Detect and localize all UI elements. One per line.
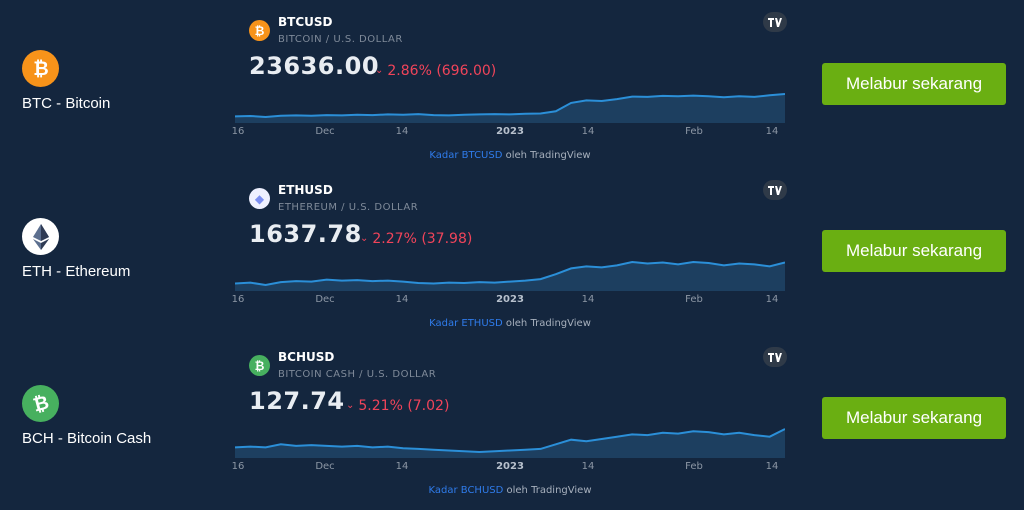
x-tick-label: 2023 bbox=[496, 294, 524, 305]
symbol-rate-link[interactable]: Kadar BCHUSD bbox=[428, 485, 504, 496]
attribution: Kadar ETHUSD oleh TradingView bbox=[230, 318, 790, 329]
x-tick-label: Feb bbox=[685, 294, 703, 305]
chart-line bbox=[235, 260, 785, 287]
invest-now-button[interactable]: Melabur sekarang bbox=[822, 397, 1006, 439]
chart-line bbox=[235, 428, 785, 454]
svg-text:₿: ₿ bbox=[31, 393, 51, 415]
x-tick-label: 2023 bbox=[496, 461, 524, 472]
x-tick-label: Dec bbox=[315, 461, 335, 472]
coin-name: BCH - Bitcoin Cash bbox=[22, 430, 152, 447]
symbol-icon: ₿ bbox=[249, 355, 270, 376]
tradingview-widget[interactable]: ₿ BCHUSD BITCOIN CASH / U.S. DOLLAR 127.… bbox=[230, 345, 790, 505]
svg-text:₿: ₿ bbox=[33, 58, 48, 80]
x-tick-label: 14 bbox=[765, 294, 779, 305]
down-arrow-icon: ⌄ bbox=[346, 400, 355, 411]
tradingview-logo-icon[interactable] bbox=[763, 180, 787, 200]
price-chart[interactable] bbox=[235, 413, 785, 458]
symbol-label: BTCUSD bbox=[278, 15, 333, 29]
x-axis: 16 Dec 14 2023 14 Feb 14 bbox=[230, 126, 790, 140]
down-arrow-icon: ⌄ bbox=[360, 233, 369, 244]
x-tick-label: 14 bbox=[395, 461, 409, 472]
x-tick-label: 14 bbox=[765, 461, 779, 472]
symbol-rate-link[interactable]: Kadar ETHUSD bbox=[429, 318, 503, 329]
bitcoin-cash-icon: ₿ bbox=[22, 385, 59, 422]
x-tick-label: 16 bbox=[231, 461, 245, 472]
x-tick-label: Feb bbox=[685, 461, 703, 472]
price-value: 23636.00 bbox=[249, 52, 380, 80]
price-change: ⌄ 5.21% (7.02) bbox=[346, 398, 449, 414]
invest-now-button[interactable]: Melabur sekarang bbox=[822, 63, 1006, 105]
change-text: 5.21% (7.02) bbox=[358, 398, 450, 414]
attribution-text: oleh TradingView bbox=[503, 485, 592, 496]
attribution: Kadar BCHUSD oleh TradingView bbox=[230, 485, 790, 496]
x-tick-label: 2023 bbox=[496, 126, 524, 137]
price-value: 127.74 bbox=[249, 387, 345, 415]
symbol-subtitle: BITCOIN / U.S. DOLLAR bbox=[278, 34, 403, 45]
symbol-subtitle: ETHEREUM / U.S. DOLLAR bbox=[278, 202, 419, 213]
tradingview-widget[interactable]: ₿ BTCUSD BITCOIN / U.S. DOLLAR 23636.00 … bbox=[230, 10, 790, 170]
x-tick-label: 14 bbox=[581, 126, 595, 137]
x-tick-label: 14 bbox=[765, 126, 779, 137]
change-text: 2.27% (37.98) bbox=[372, 231, 473, 247]
chart-area bbox=[235, 429, 785, 458]
symbol-rate-link[interactable]: Kadar BTCUSD bbox=[429, 150, 503, 161]
x-tick-label: 14 bbox=[395, 294, 409, 305]
chart-area bbox=[235, 94, 785, 123]
symbol-subtitle: BITCOIN CASH / U.S. DOLLAR bbox=[278, 369, 437, 380]
crypto-row: ₿ BTC - Bitcoin ₿ BTCUSD BITCOIN / U.S. … bbox=[0, 0, 1024, 170]
symbol-icon: ◆ bbox=[249, 188, 270, 209]
chart-line bbox=[235, 93, 785, 119]
x-axis: 16 Dec 14 2023 14 Feb 14 bbox=[230, 294, 790, 308]
x-tick-label: Feb bbox=[685, 126, 703, 137]
down-arrow-icon: ⌄ bbox=[375, 65, 384, 76]
price-chart[interactable] bbox=[235, 78, 785, 123]
ethereum-icon bbox=[22, 218, 59, 255]
price-value: 1637.78 bbox=[249, 220, 362, 248]
attribution-text: oleh TradingView bbox=[502, 318, 591, 329]
symbol-label: BCHUSD bbox=[278, 350, 335, 364]
coin-name: ETH - Ethereum bbox=[22, 263, 131, 280]
x-tick-label: Dec bbox=[315, 126, 335, 137]
x-tick-label: 16 bbox=[231, 126, 245, 137]
tradingview-widget[interactable]: ◆ ETHUSD ETHEREUM / U.S. DOLLAR 1637.78 … bbox=[230, 178, 790, 338]
invest-now-button[interactable]: Melabur sekarang bbox=[822, 230, 1006, 272]
price-change: ⌄ 2.86% (696.00) bbox=[375, 63, 496, 79]
x-tick-label: 14 bbox=[581, 294, 595, 305]
coin-name: BTC - Bitcoin bbox=[22, 95, 111, 112]
tradingview-logo-icon[interactable] bbox=[763, 347, 787, 367]
x-tick-label: Dec bbox=[315, 294, 335, 305]
coin-info: ₿ BTC - Bitcoin bbox=[22, 50, 110, 112]
symbol-label: ETHUSD bbox=[278, 183, 333, 197]
price-chart[interactable] bbox=[235, 246, 785, 291]
coin-info: ₿ BCH - Bitcoin Cash bbox=[22, 385, 151, 447]
tradingview-logo-icon[interactable] bbox=[763, 12, 787, 32]
crypto-row: ₿ BCH - Bitcoin Cash ₿ BCHUSD BITCOIN CA… bbox=[0, 335, 1024, 505]
x-axis: 16 Dec 14 2023 14 Feb 14 bbox=[230, 461, 790, 475]
attribution: Kadar BTCUSD oleh TradingView bbox=[230, 150, 790, 161]
price-change: ⌄ 2.27% (37.98) bbox=[360, 231, 472, 247]
x-tick-label: 16 bbox=[231, 294, 245, 305]
crypto-row: ETH - Ethereum ◆ ETHUSD ETHEREUM / U.S. … bbox=[0, 168, 1024, 338]
coin-info: ETH - Ethereum bbox=[22, 218, 130, 280]
x-tick-label: 14 bbox=[581, 461, 595, 472]
change-text: 2.86% (696.00) bbox=[387, 63, 497, 79]
attribution-text: oleh TradingView bbox=[502, 150, 591, 161]
chart-area bbox=[235, 262, 785, 291]
bitcoin-icon: ₿ bbox=[22, 50, 59, 87]
symbol-icon: ₿ bbox=[249, 20, 270, 41]
x-tick-label: 14 bbox=[395, 126, 409, 137]
